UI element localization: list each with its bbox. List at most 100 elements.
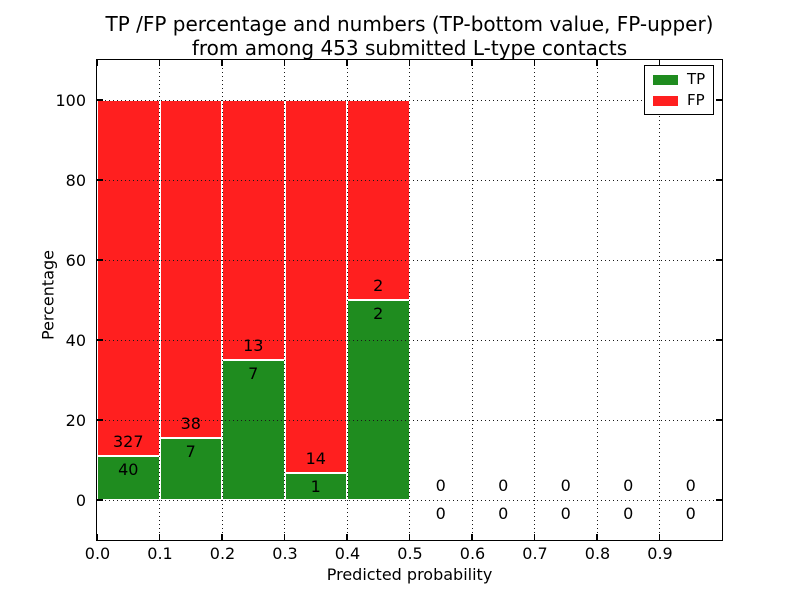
x-tick-mark-bottom <box>96 534 98 540</box>
y-tick-label: 60 <box>65 250 86 270</box>
y-tick-label: 40 <box>65 330 86 350</box>
plot-area: TP FP 327 40 38 7 13 7 14 1 2 2 0 0 0 0 0 0 0 0 0 0 <box>96 59 723 541</box>
x-tick-label: 0.5 <box>397 544 423 563</box>
x-tick-label: 0.3 <box>272 544 298 563</box>
y-tick-mark-right <box>716 99 722 101</box>
x-tick-label: 0.6 <box>459 544 486 563</box>
tp-count-label: 0 <box>435 504 446 523</box>
tp-count-label: 0 <box>560 504 571 523</box>
y-tick-mark-right <box>716 339 722 341</box>
tp-count-label: 7 <box>185 441 196 461</box>
x-tick-mark-top <box>158 60 161 66</box>
gridline-horizontal <box>97 339 722 341</box>
bar-segment-fp <box>347 100 410 300</box>
y-tick-mark-right <box>716 419 722 421</box>
gridline-vertical <box>534 60 535 540</box>
x-tick-mark-bottom <box>596 534 598 540</box>
x-tick-label: 0.1 <box>147 544 173 563</box>
x-tick-mark-top <box>221 60 223 66</box>
bar-segment-tp <box>347 300 410 500</box>
y-tick-label: 100 <box>55 90 86 110</box>
y-tick-label: 20 <box>65 410 86 430</box>
tp-count-label: 40 <box>118 460 139 480</box>
x-tick-mark-top <box>283 60 286 66</box>
x-tick-label: 0.7 <box>522 544 548 563</box>
fp-count-label: 14 <box>305 449 326 469</box>
gridline-vertical <box>409 60 410 540</box>
gridline-vertical <box>596 60 598 540</box>
gridline-vertical <box>659 60 660 540</box>
bar-segment-fp <box>97 100 160 457</box>
x-tick-mark-bottom <box>408 534 411 540</box>
gridline-horizontal <box>97 99 722 101</box>
tp-count-label: 0 <box>685 504 696 523</box>
bar-segment-fp <box>159 100 222 438</box>
x-tick-mark-top <box>408 60 411 66</box>
x-tick-mark-top <box>533 60 536 66</box>
fp-count-label: 327 <box>112 432 144 452</box>
gridline-horizontal <box>97 419 722 421</box>
y-tick-mark-left <box>97 419 103 421</box>
fp-count-label: 0 <box>623 476 634 495</box>
y-tick-mark-right <box>716 499 722 501</box>
legend-item-tp: TP <box>653 72 705 87</box>
tp-count-label: 0 <box>498 504 509 523</box>
fp-count-label: 0 <box>560 476 571 495</box>
fp-count-label: 38 <box>180 413 201 433</box>
chart-title-line2: from among 453 submitted L-type contacts <box>191 36 628 60</box>
tp-count-label: 7 <box>248 364 259 383</box>
tp-color-swatch <box>653 74 678 85</box>
tp-count-label: 0 <box>623 504 634 523</box>
fp-count-label: 2 <box>373 276 384 295</box>
y-tick-mark-left <box>97 339 103 341</box>
fp-color-swatch <box>653 95 678 106</box>
x-tick-mark-bottom <box>283 534 286 540</box>
chart-title: TP /FP percentage and numbers (TP-bottom… <box>10 12 800 60</box>
y-tick-mark-right <box>716 179 722 181</box>
x-tick-mark-top <box>596 60 598 66</box>
fp-count-label: 0 <box>435 476 446 495</box>
y-tick-mark-left <box>97 99 103 101</box>
gridline-vertical <box>346 60 348 540</box>
bar-segment-fp <box>284 100 347 474</box>
x-axis-label: Predicted probability <box>326 565 493 584</box>
gridline-horizontal <box>97 499 722 501</box>
y-tick-label: 80 <box>65 170 86 190</box>
bar-segment-fp <box>222 100 285 360</box>
x-tick-mark-bottom <box>658 534 661 540</box>
x-tick-mark-bottom <box>346 534 348 540</box>
x-tick-label: 0.9 <box>647 544 673 563</box>
gridline-horizontal <box>97 179 722 181</box>
chart-title-line1: TP /FP percentage and numbers (TP-bottom… <box>105 12 714 36</box>
x-tick-label: 0.0 <box>84 544 111 563</box>
x-tick-mark-bottom <box>533 534 536 540</box>
legend-label-fp: FP <box>687 91 705 109</box>
y-tick-label: 0 <box>75 490 86 510</box>
y-tick-mark-left <box>97 259 103 261</box>
x-tick-label: 0.2 <box>209 544 236 563</box>
gridline-vertical <box>471 60 473 540</box>
x-tick-mark-top <box>346 60 348 66</box>
gridline-vertical <box>159 60 160 540</box>
y-tick-mark-left <box>97 179 103 181</box>
x-tick-label: 0.4 <box>334 544 361 563</box>
tp-count-label: 2 <box>373 304 384 323</box>
x-tick-label: 0.8 <box>584 544 611 563</box>
legend: TP FP <box>644 65 715 115</box>
x-tick-mark-bottom <box>221 534 223 540</box>
y-tick-mark-left <box>97 499 103 501</box>
x-tick-mark-top <box>658 60 661 66</box>
fp-count-label: 0 <box>498 476 509 495</box>
legend-label-tp: TP <box>687 70 706 88</box>
fp-count-label: 0 <box>685 476 696 495</box>
gridline-horizontal <box>97 259 722 261</box>
gridline-vertical <box>221 60 223 540</box>
bar-segment-tp <box>97 456 160 500</box>
legend-item-fp: FP <box>653 93 705 108</box>
tp-count-label: 1 <box>310 477 321 497</box>
x-tick-mark-bottom <box>158 534 161 540</box>
gridline-vertical <box>284 60 285 540</box>
x-tick-mark-bottom <box>471 534 473 540</box>
y-tick-mark-right <box>716 259 722 261</box>
